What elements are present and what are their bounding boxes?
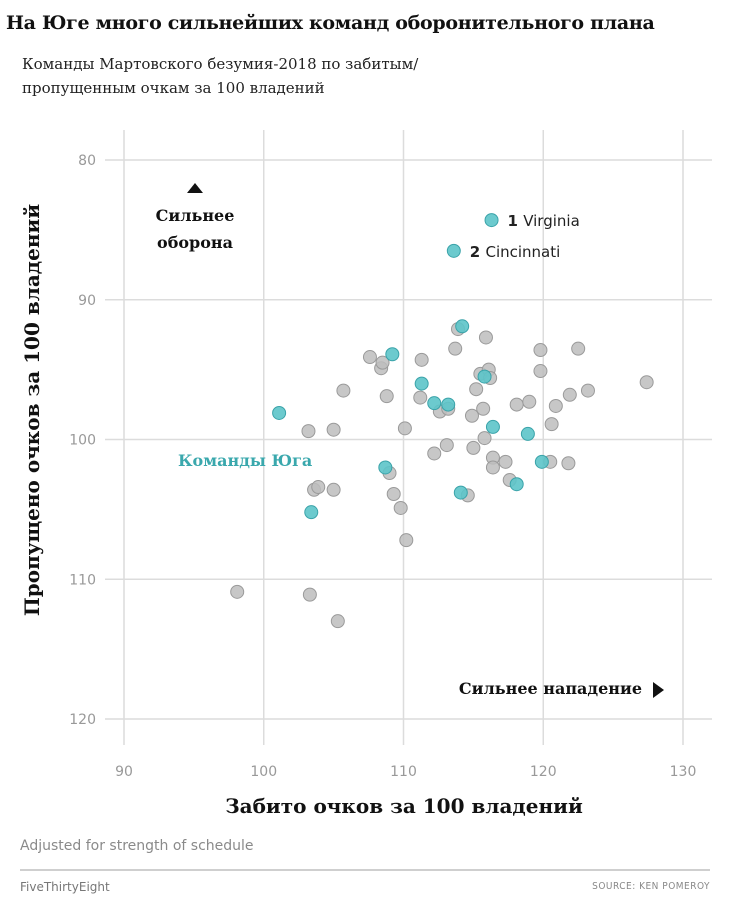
other-team-point — [230, 584, 245, 599]
x-tick-label: 110 — [390, 764, 417, 780]
south-teams-label: Команды Юга — [178, 451, 312, 470]
other-team-point — [464, 408, 479, 423]
south-team-point — [477, 369, 492, 384]
other-team-point — [639, 375, 654, 390]
footer-divider — [20, 869, 710, 871]
other-team-point — [375, 355, 390, 370]
other-team-point — [393, 500, 408, 515]
point-label: 1 Virginia — [508, 212, 580, 230]
other-team-point — [485, 460, 500, 475]
south-team-point — [378, 460, 393, 475]
x-tick-label: 130 — [670, 764, 697, 780]
y-tick-label: 120 — [69, 712, 96, 728]
other-team-point — [326, 422, 341, 437]
brand-name: FiveThirtyEight — [20, 880, 110, 894]
y-tick-label: 90 — [78, 293, 96, 309]
offense-annotation: Сильнее нападение — [459, 679, 642, 698]
other-team-point — [533, 343, 548, 358]
south-team-point — [304, 505, 319, 520]
other-team-point — [533, 364, 548, 379]
south-team-point — [446, 243, 461, 258]
chart-title: На Юге много сильнейших команд обороните… — [6, 12, 655, 34]
point-labels: 1 Virginia 2 Cincinnati — [470, 212, 580, 261]
other-team-point — [336, 383, 351, 398]
other-team-point — [571, 341, 586, 356]
other-teams-series — [230, 322, 654, 629]
chart-subtitle: Команды Мартовского безумия-2018 по заби… — [22, 55, 419, 97]
other-team-point — [477, 431, 492, 446]
defense-annotation-line1: Сильнее — [156, 206, 235, 225]
other-team-point — [301, 424, 316, 439]
x-tick-label: 90 — [115, 764, 133, 780]
x-tick-label: 100 — [250, 764, 277, 780]
y-tick-label: 80 — [78, 153, 96, 169]
y-tick-labels: 80 90 100 110 120 — [69, 153, 96, 728]
x-tick-label: 120 — [530, 764, 557, 780]
other-team-point — [466, 440, 481, 455]
south-team-point — [534, 454, 549, 469]
other-team-point — [548, 398, 563, 413]
y-tick-label: 100 — [69, 433, 96, 449]
grid-lines — [105, 130, 712, 745]
south-team-point — [427, 396, 442, 411]
south-team-point — [455, 319, 470, 334]
y-axis-title: Пропущено очков за 100 владений — [20, 204, 44, 616]
point-label: 2 Cincinnati — [470, 243, 561, 261]
other-team-point — [414, 352, 429, 367]
other-team-point — [478, 330, 493, 345]
scatter-chart: 90 100 110 120 130 80 90 100 110 120 1 Virginia 2… — [20, 130, 712, 818]
south-team-point — [453, 485, 468, 500]
other-team-point — [580, 383, 595, 398]
other-team-point — [522, 394, 537, 409]
south-team-point — [414, 376, 429, 391]
south-team-point — [441, 397, 456, 412]
other-team-point — [476, 401, 491, 416]
south-team-point — [485, 419, 500, 434]
source-credit: SOURCE: KEN POMEROY — [592, 881, 710, 892]
south-team-point — [520, 426, 535, 441]
other-team-point — [413, 390, 428, 405]
other-team-point — [448, 341, 463, 356]
other-team-point — [326, 482, 341, 497]
x-axis-title: Забито очков за 100 владений — [225, 794, 583, 818]
other-team-point — [427, 446, 442, 461]
other-team-point — [544, 417, 559, 432]
other-team-point — [399, 533, 414, 548]
arrow-up-icon — [187, 183, 203, 193]
other-team-point — [362, 350, 377, 365]
other-team-point — [379, 389, 394, 404]
other-team-point — [562, 387, 577, 402]
y-tick-label: 110 — [69, 572, 96, 588]
footnote: Adjusted for strength of schedule — [20, 838, 254, 854]
other-team-point — [311, 480, 326, 495]
arrow-right-icon — [653, 682, 664, 698]
other-team-point — [498, 454, 513, 469]
defense-annotation-line2: оборона — [157, 233, 233, 252]
south-team-point — [385, 347, 400, 362]
other-team-point — [302, 587, 317, 602]
other-team-point — [561, 456, 576, 471]
other-team-point — [330, 614, 345, 629]
other-team-point — [469, 382, 484, 397]
x-tick-labels: 90 100 110 120 130 — [115, 764, 696, 780]
south-team-point — [272, 405, 287, 420]
south-teams-series — [272, 213, 549, 520]
other-team-point — [397, 421, 412, 436]
other-team-point — [509, 397, 524, 412]
other-team-point — [439, 438, 454, 453]
other-team-point — [386, 487, 401, 502]
south-team-point — [509, 477, 524, 492]
south-team-point — [484, 213, 499, 228]
